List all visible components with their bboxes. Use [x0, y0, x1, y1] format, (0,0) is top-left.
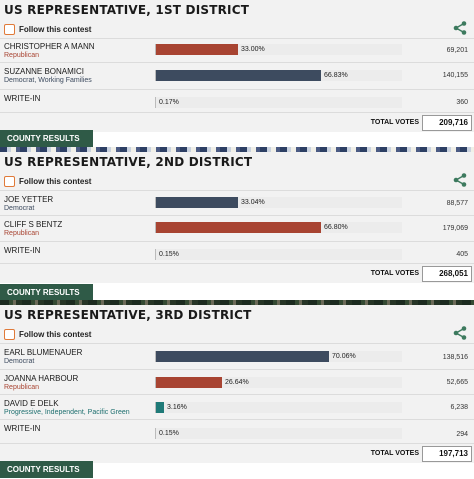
total-votes-value: 197,713: [422, 446, 472, 462]
contest-3: US REPRESENTATIVE, 3RD DISTRICT Follow t…: [0, 305, 474, 463]
follow-label: Follow this contest: [19, 329, 92, 339]
vote-percent: 33.04%: [241, 199, 265, 206]
county-results-button[interactable]: COUNTY RESULTS: [0, 130, 93, 147]
vote-bar-fill: [156, 377, 222, 388]
follow-contest-toggle[interactable]: Follow this contest: [0, 172, 474, 190]
total-votes-row: TOTAL VOTES 197,713: [0, 443, 474, 463]
vote-bar-fill: [156, 70, 321, 81]
vote-count: 52,665: [446, 379, 468, 386]
vote-percent: 0.15%: [159, 430, 179, 437]
county-results-button[interactable]: COUNTY RESULTS: [0, 461, 93, 478]
vote-count: 179,069: [442, 225, 468, 232]
contest-1: US REPRESENTATIVE, 1ST DISTRICT Follow t…: [0, 0, 474, 132]
candidate-name: JOANNA HARBOUR: [4, 374, 79, 383]
vote-count: 88,577: [446, 200, 468, 207]
share-icon[interactable]: [452, 172, 468, 188]
candidate-party: Republican: [4, 52, 40, 59]
decorative-banner: [0, 147, 474, 152]
vote-bar: 66.80%: [155, 222, 402, 233]
vote-bar-fill: [156, 44, 238, 55]
vote-bar: 70.06%: [155, 351, 402, 362]
vote-bar: 0.17%: [155, 97, 402, 108]
contest-title: US REPRESENTATIVE, 2ND DISTRICT: [4, 155, 253, 169]
vote-percent: 66.80%: [324, 224, 348, 231]
candidate-name: WRITE-IN: [4, 424, 41, 433]
total-votes-row: TOTAL VOTES 209,716: [0, 112, 474, 132]
total-votes-row: TOTAL VOTES 268,051: [0, 263, 474, 283]
vote-count: 138,516: [442, 354, 468, 361]
vote-percent: 0.15%: [159, 251, 179, 258]
total-votes-value: 268,051: [422, 266, 472, 282]
total-votes-label: TOTAL VOTES: [370, 119, 419, 126]
vote-percent: 33.00%: [241, 46, 265, 53]
vote-count: 405: [456, 251, 468, 258]
candidate-row: DAVID E DELK Progressive, Independent, P…: [0, 394, 474, 419]
contest-2: US REPRESENTATIVE, 2ND DISTRICT Follow t…: [0, 152, 474, 283]
vote-bar: 33.00%: [155, 44, 402, 55]
candidate-party: Republican: [4, 384, 40, 391]
candidate-name: EARL BLUMENAUER: [4, 348, 83, 357]
candidate-name: DAVID E DELK: [4, 399, 59, 408]
candidate-row: JOANNA HARBOUR Republican 26.64% 52,665: [0, 369, 474, 394]
total-votes-value: 209,716: [422, 115, 472, 131]
vote-count: 294: [456, 431, 468, 438]
follow-checkbox[interactable]: [4, 23, 15, 35]
follow-label: Follow this contest: [19, 24, 92, 34]
total-votes-label: TOTAL VOTES: [370, 450, 419, 457]
candidate-party: Democrat: [4, 205, 35, 212]
candidate-name: WRITE-IN: [4, 94, 41, 103]
vote-bar: 66.83%: [155, 70, 402, 81]
candidate-name: CHRISTOPHER A MANN: [4, 42, 95, 51]
follow-label: Follow this contest: [19, 176, 92, 186]
candidate-row: CLIFF S BENTZ Republican 66.80% 179,069: [0, 215, 474, 241]
candidate-party: Progressive, Independent, Pacific Green: [4, 409, 130, 416]
vote-bar-fill: [156, 222, 321, 233]
candidate-row: WRITE-IN 0.15% 294: [0, 419, 474, 443]
vote-bar: 0.15%: [155, 428, 402, 439]
decorative-banner: [0, 300, 474, 305]
share-icon[interactable]: [452, 20, 468, 36]
candidate-party: Republican: [4, 230, 40, 237]
follow-checkbox[interactable]: [4, 328, 15, 340]
candidate-name: CLIFF S BENTZ: [4, 220, 63, 229]
total-votes-label: TOTAL VOTES: [370, 270, 419, 277]
vote-bar: 33.04%: [155, 197, 402, 208]
contest-title: US REPRESENTATIVE, 1ST DISTRICT: [4, 3, 250, 17]
follow-contest-toggle[interactable]: Follow this contest: [0, 325, 474, 343]
vote-count: 6,238: [450, 404, 468, 411]
candidate-name: WRITE-IN: [4, 246, 41, 255]
candidate-name: JOE YETTER: [4, 195, 54, 204]
candidate-party: Democrat: [4, 358, 35, 365]
vote-count: 360: [456, 99, 468, 106]
vote-bar-fill: [156, 197, 238, 208]
candidate-party: Democrat, Working Families: [4, 77, 92, 84]
follow-checkbox[interactable]: [4, 175, 15, 187]
vote-percent: 70.06%: [332, 353, 356, 360]
follow-contest-toggle[interactable]: Follow this contest: [0, 20, 474, 38]
candidate-row: WRITE-IN 0.15% 405: [0, 241, 474, 263]
share-icon[interactable]: [452, 325, 468, 341]
candidate-name: SUZANNE BONAMICI: [4, 67, 85, 76]
vote-percent: 0.17%: [159, 99, 179, 106]
county-results-button[interactable]: COUNTY RESULTS: [0, 284, 93, 301]
vote-percent: 3.16%: [167, 404, 187, 411]
candidate-row: SUZANNE BONAMICI Democrat, Working Famil…: [0, 62, 474, 89]
vote-bar: 3.16%: [155, 402, 402, 413]
vote-percent: 66.83%: [324, 72, 348, 79]
contest-title: US REPRESENTATIVE, 3RD DISTRICT: [4, 308, 252, 322]
vote-count: 140,155: [442, 72, 468, 79]
candidate-row: CHRISTOPHER A MANN Republican 33.00% 69,…: [0, 38, 474, 62]
vote-bar: 26.64%: [155, 377, 402, 388]
candidate-row: WRITE-IN 0.17% 360: [0, 89, 474, 112]
vote-percent: 26.64%: [225, 379, 249, 386]
candidate-row: EARL BLUMENAUER Democrat 70.06% 138,516: [0, 343, 474, 369]
vote-bar-fill: [156, 351, 329, 362]
vote-bar: 0.15%: [155, 249, 402, 260]
vote-bar-fill: [156, 402, 164, 413]
candidate-row: JOE YETTER Democrat 33.04% 88,577: [0, 190, 474, 215]
vote-count: 69,201: [446, 47, 468, 54]
